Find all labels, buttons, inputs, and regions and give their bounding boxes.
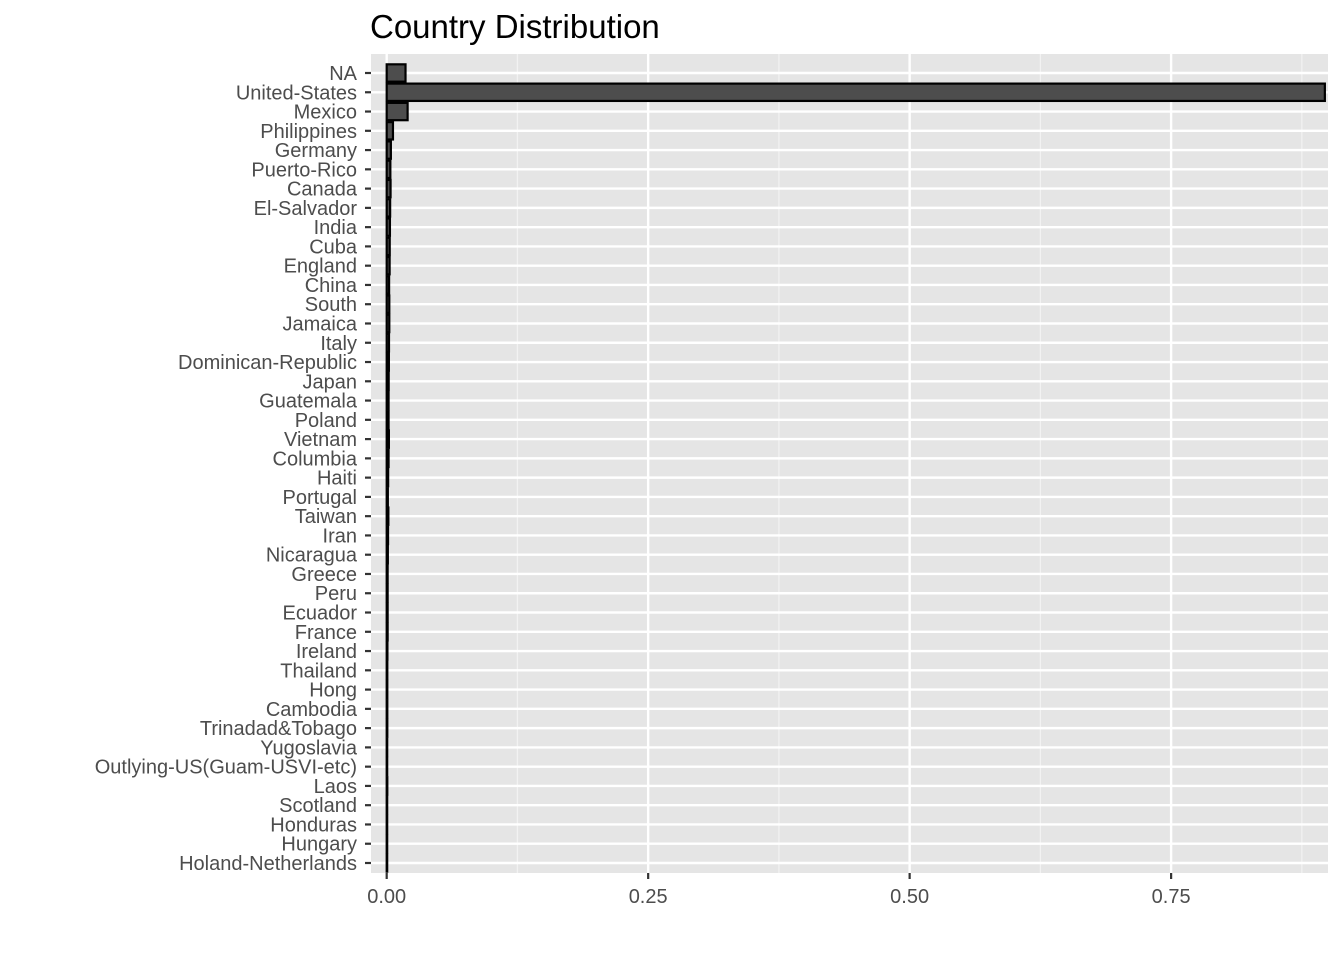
y-tick-label: Haiti bbox=[317, 468, 357, 490]
bar-Philippines bbox=[385, 121, 395, 141]
y-tick-label: Peru bbox=[315, 583, 357, 605]
bar-China bbox=[385, 275, 391, 295]
x-tick-label: 0.75 bbox=[1152, 886, 1191, 908]
y-tick-label: Cuba bbox=[309, 236, 358, 258]
y-tick-label: Taiwan bbox=[295, 506, 357, 528]
bar-Scotland bbox=[385, 795, 389, 815]
bar-Nicaragua bbox=[385, 544, 389, 565]
bar-Mexico bbox=[385, 101, 409, 122]
bar-Poland bbox=[385, 410, 390, 430]
y-axis: NAUnited-StatesMexicoPhilippinesGermanyP… bbox=[95, 63, 371, 875]
y-tick-label: Honduras bbox=[270, 814, 357, 836]
y-tick-label: Canada bbox=[287, 179, 358, 201]
bar-Jamaica bbox=[385, 313, 391, 334]
y-tick-label: Thailand bbox=[280, 660, 357, 682]
y-tick-label: Dominican-Republic bbox=[178, 352, 357, 374]
bar-Japan bbox=[385, 371, 390, 392]
bar-Portugal bbox=[385, 487, 389, 507]
y-tick-label: Mexico bbox=[294, 102, 357, 124]
bar-Hong bbox=[385, 679, 389, 700]
y-tick-label: Guatemala bbox=[259, 391, 358, 413]
bar-United-States bbox=[385, 82, 1326, 103]
y-tick-label: Outlying-US(Guam-USVI-etc) bbox=[95, 757, 357, 779]
bar-England bbox=[385, 255, 391, 276]
y-tick-label: Italy bbox=[320, 333, 357, 355]
y-tick-label: India bbox=[314, 217, 358, 239]
y-tick-label: United-States bbox=[236, 82, 357, 104]
bar-Peru bbox=[385, 583, 389, 604]
bar-Outlying-US(Guam-USVI-etc) bbox=[385, 756, 389, 777]
y-tick-label: China bbox=[305, 275, 358, 297]
y-tick-label: Nicaragua bbox=[266, 545, 358, 567]
y-tick-label: El-Salvador bbox=[254, 198, 358, 220]
plot-panel bbox=[371, 54, 1328, 873]
bar-Dominican-Republic bbox=[385, 352, 390, 372]
y-tick-label: Columbia bbox=[273, 448, 358, 470]
y-tick-label: Vietnam bbox=[284, 429, 357, 451]
x-tick-label: 0.25 bbox=[629, 886, 668, 908]
bar-El-Salvador bbox=[385, 198, 392, 218]
y-tick-label: Puerto-Rico bbox=[251, 159, 357, 181]
y-tick-label: England bbox=[284, 256, 357, 278]
chart-title: Country Distribution bbox=[370, 8, 660, 45]
y-tick-label: Japan bbox=[303, 371, 358, 393]
y-tick-label: Scotland bbox=[279, 795, 357, 817]
bar-Columbia bbox=[385, 448, 390, 469]
bar-Yugoslavia bbox=[385, 737, 389, 758]
bar-South bbox=[385, 294, 391, 314]
y-tick-label: Cambodia bbox=[266, 699, 358, 721]
y-tick-label: Holand-Netherlands bbox=[179, 853, 357, 875]
bar-Ecuador bbox=[385, 602, 389, 623]
y-tick-label: NA bbox=[329, 63, 357, 85]
bar-Greece bbox=[385, 564, 389, 584]
bar-Guatemala bbox=[385, 390, 390, 411]
bar-Vietnam bbox=[385, 429, 390, 449]
y-tick-label: Ecuador bbox=[283, 603, 358, 625]
bars bbox=[385, 63, 1326, 873]
y-tick-label: Portugal bbox=[283, 487, 358, 509]
x-axis: 0.00 0.25 0.50 0.75 bbox=[367, 873, 1191, 908]
bar-Iran bbox=[385, 525, 390, 546]
x-tick-label: 0.00 bbox=[367, 886, 406, 908]
y-tick-label: Ireland bbox=[296, 641, 357, 663]
y-tick-label: Hong bbox=[309, 680, 357, 702]
bar-Haiti bbox=[385, 467, 390, 488]
bar-Cambodia bbox=[385, 699, 389, 719]
y-tick-label: Jamaica bbox=[283, 313, 358, 335]
y-tick-label: Trinadad&Tobago bbox=[200, 718, 357, 740]
bar-Puerto-Rico bbox=[385, 159, 392, 180]
bar-Laos bbox=[385, 776, 389, 796]
y-tick-label: Germany bbox=[275, 140, 357, 162]
y-tick-label: Iran bbox=[323, 525, 357, 547]
bar-Taiwan bbox=[385, 506, 390, 526]
bar-Germany bbox=[385, 140, 392, 160]
bar-Honduras bbox=[385, 814, 389, 835]
bar-Italy bbox=[385, 332, 391, 353]
y-tick-label: South bbox=[305, 294, 357, 316]
y-tick-label: Laos bbox=[314, 776, 357, 798]
y-tick-label: Poland bbox=[295, 410, 357, 432]
bar-Cuba bbox=[385, 236, 391, 257]
bar-Ireland bbox=[385, 641, 389, 661]
bar-Holand-Netherlands bbox=[385, 853, 389, 873]
bar-Hungary bbox=[385, 833, 389, 854]
y-tick-label: Philippines bbox=[260, 121, 357, 143]
bar-India bbox=[385, 217, 392, 237]
y-tick-label: Yugoslavia bbox=[260, 737, 358, 759]
bar-NA bbox=[385, 63, 407, 83]
bar-Thailand bbox=[385, 660, 389, 681]
x-tick-label: 0.50 bbox=[890, 886, 929, 908]
y-tick-label: Greece bbox=[291, 564, 357, 586]
y-tick-label: France bbox=[295, 622, 357, 644]
bar-Canada bbox=[385, 178, 392, 199]
bar-Trinadad&Tobago bbox=[385, 718, 389, 738]
y-tick-label: Hungary bbox=[281, 834, 357, 856]
bar-France bbox=[385, 622, 389, 642]
